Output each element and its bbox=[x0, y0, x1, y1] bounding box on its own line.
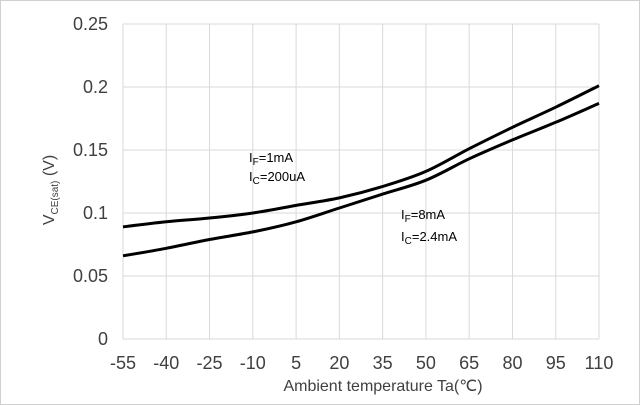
series-line-2 bbox=[122, 102, 600, 258]
x-tick-label: 35 bbox=[373, 353, 393, 373]
y-tick-label: 0.2 bbox=[83, 77, 108, 97]
y-axis-title: VCE(sat) (V) bbox=[41, 155, 61, 225]
x-tick-label: -25 bbox=[197, 353, 223, 373]
y-tick-label: 0 bbox=[98, 329, 108, 349]
y-tick-label: 0.05 bbox=[73, 266, 108, 286]
x-tick-label: 95 bbox=[546, 353, 566, 373]
x-tick-label: 50 bbox=[416, 353, 436, 373]
x-tick-label: -55 bbox=[110, 353, 136, 373]
svg-text:IF=1mA: IF=1mA bbox=[249, 150, 293, 168]
x-tick-label: 20 bbox=[329, 353, 349, 373]
y-tick-label: 0.15 bbox=[73, 140, 108, 160]
x-tick-label: -10 bbox=[240, 353, 266, 373]
x-tick-label: -40 bbox=[153, 353, 179, 373]
series-lines bbox=[122, 84, 600, 258]
svg-text:IF=8mA: IF=8mA bbox=[401, 207, 445, 225]
svg-text:IC=200uA: IC=200uA bbox=[249, 169, 305, 187]
annotation-high-current: IF=8mA IC=2.4mA bbox=[401, 207, 457, 247]
x-tick-label: 5 bbox=[291, 353, 301, 373]
x-tick-label: 110 bbox=[585, 353, 614, 373]
y-tick-label: 0.25 bbox=[73, 14, 108, 34]
series-line-1 bbox=[122, 84, 600, 229]
y-tick-label: 0.1 bbox=[83, 203, 108, 223]
y-tick-labels: 0 0.05 0.1 0.15 0.2 0.25 bbox=[73, 14, 108, 349]
x-axis-title: Ambient temperature Ta(℃) bbox=[283, 378, 482, 395]
svg-text:IC=2.4mA: IC=2.4mA bbox=[401, 229, 457, 247]
x-tick-label: 80 bbox=[502, 353, 522, 373]
annotation-low-current: IF=1mA IC=200uA bbox=[249, 150, 305, 187]
x-tick-labels: -55 -40 -25 -10 5 20 35 50 65 80 95 110 bbox=[110, 353, 613, 373]
x-tick-label: 65 bbox=[459, 353, 479, 373]
grid bbox=[122, 23, 600, 340]
